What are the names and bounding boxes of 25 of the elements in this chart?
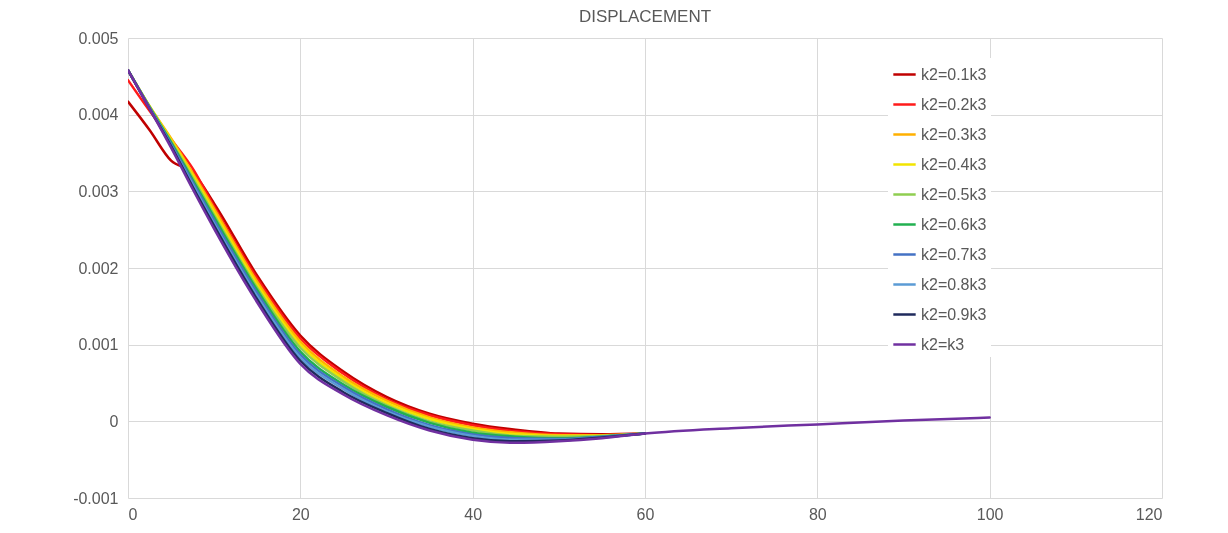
- y-tick-label: 0.005: [78, 29, 119, 47]
- legend-label: k2=0.6k3: [921, 215, 987, 233]
- y-tick-label: 0.004: [78, 106, 119, 124]
- x-tick-label: 40: [464, 505, 483, 523]
- legend-label: k2=0.8k3: [921, 275, 987, 293]
- chart-title: DISPLACEMENT: [578, 7, 712, 26]
- y-tick-label: 0.003: [78, 182, 119, 200]
- x-tick-label: 20: [291, 505, 310, 523]
- x-tick-label: 0: [128, 505, 138, 523]
- y-tick-label: 0: [109, 412, 119, 430]
- x-tick-label: 100: [976, 505, 1004, 523]
- x-tick-label: 60: [636, 505, 655, 523]
- legend-label: k2=0.2k3: [921, 95, 987, 113]
- legend-label: k2=0.4k3: [921, 155, 987, 173]
- x-tick-label: 120: [1135, 505, 1163, 523]
- x-tick-label: 80: [808, 505, 827, 523]
- legend-label: k2=0.3k3: [921, 125, 987, 143]
- y-tick-label: 0.001: [78, 336, 119, 354]
- legend-label: k2=0.1k3: [921, 65, 987, 83]
- y-tick-label: -0.001: [73, 489, 119, 507]
- legend-label: k2=0.7k3: [921, 245, 987, 263]
- legend-label: k2=0.9k3: [921, 305, 987, 323]
- legend-label: k2=0.5k3: [921, 185, 987, 203]
- y-tick-label: 0.002: [78, 259, 119, 277]
- legend-label: k2=k3: [921, 335, 965, 353]
